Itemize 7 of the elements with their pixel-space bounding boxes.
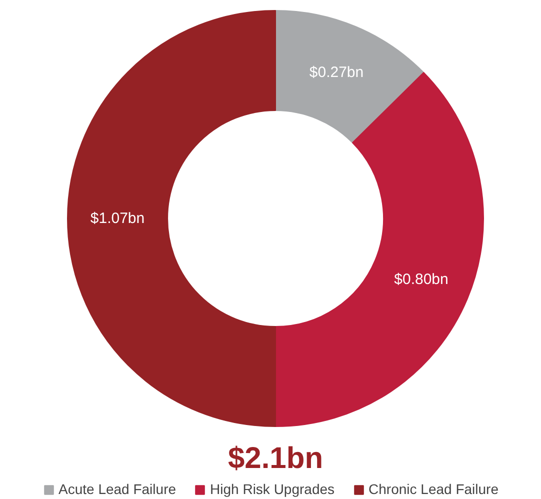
data-label: $1.07bn	[90, 210, 145, 227]
data-label: $0.80bn	[394, 271, 448, 288]
data-label: $0.27bn	[309, 64, 364, 82]
text: $2.1bn	[228, 442, 324, 475]
legend-label: High Risk Upgrades	[210, 481, 335, 497]
legend-label: Chronic Lead Failure	[368, 481, 498, 497]
legend-label: Acute Lead Failure	[58, 481, 176, 497]
